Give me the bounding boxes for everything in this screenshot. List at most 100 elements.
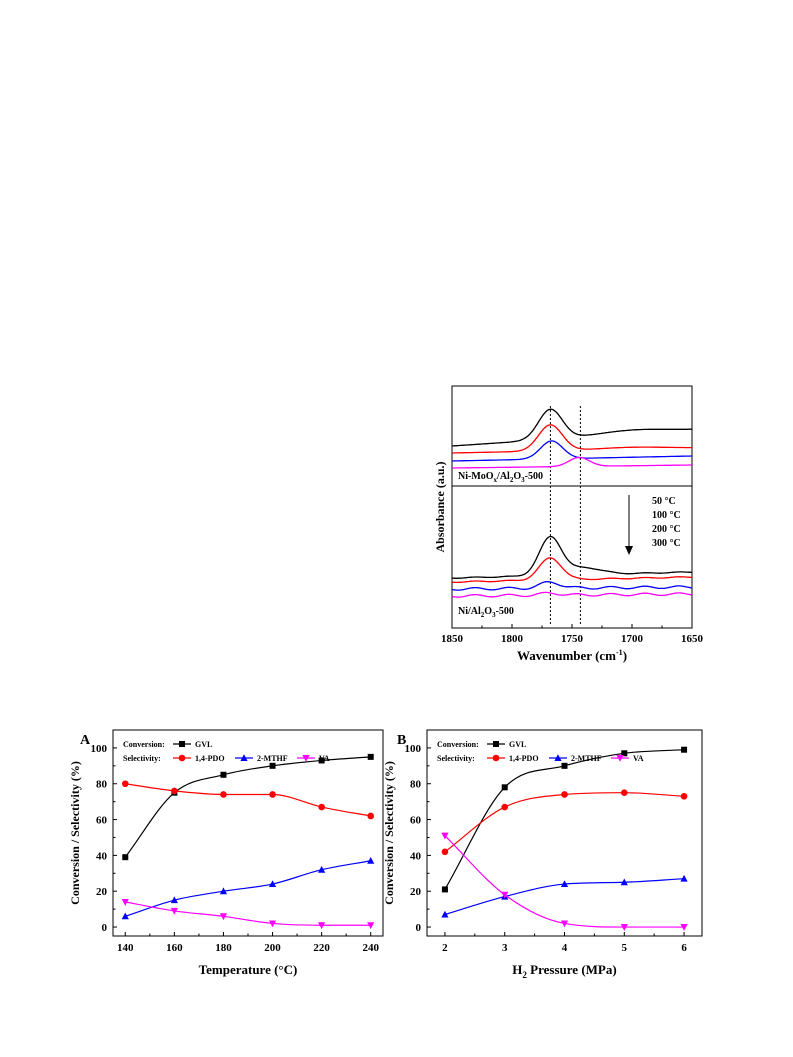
ftir-spectrum-lower-series (451, 591, 693, 598)
data-point-VA (219, 913, 228, 921)
data-point-VA (680, 924, 688, 931)
ftir-lower-panel-label: Ni/Al2O3-500 (458, 606, 514, 619)
series-line-2-MTHF (125, 860, 371, 917)
ftir-lower-label-sub: 2 (481, 611, 485, 619)
data-point-GVL (441, 886, 448, 893)
data-point-1,4-PDO (680, 792, 688, 800)
y-tick-label: 0 (102, 922, 108, 934)
data-point-2-MTHF (367, 856, 375, 864)
data-point-1,4-PDO (318, 803, 325, 811)
legend-marker-2-MTHF (240, 754, 248, 761)
x-tick-label: 200 (264, 942, 281, 954)
data-point-1,4-PDO (220, 791, 227, 798)
x-tick-label: 240 (362, 942, 379, 954)
ftir-x-axis-label-sup: -1 (616, 648, 623, 657)
x-tick-label: 5 (622, 942, 628, 954)
data-point-GVL (367, 753, 374, 760)
panel-A-chart: A 0 20 40 60 80 100 140 160 180 200 220 240 Temperatu… (68, 729, 384, 977)
ftir-upper-label-sub: 2 (510, 476, 514, 484)
legend-entry-1,4-PDO: 1,4-PDO (509, 754, 539, 763)
legend-conversion-label: Conversion: (437, 740, 479, 749)
x-tick-label: 140 (117, 942, 134, 954)
data-point-GVL (220, 771, 227, 778)
data-point-2-MTHF (170, 896, 178, 904)
legend-entry-2-MTHF: 2-MTHF (571, 754, 602, 763)
legend-entry-VA: VA (633, 754, 644, 763)
data-point-VA (170, 907, 178, 915)
series-line-GVL (444, 749, 685, 890)
ftir-lower-label-sub: 3 (492, 611, 496, 619)
panel-A-x-axis-label: Temperature (°C) (199, 962, 298, 977)
series-line-GVL (124, 756, 371, 858)
data-point-1,4-PDO (441, 848, 449, 856)
x-tick-label: 220 (313, 942, 330, 954)
data-point-2-MTHF (318, 865, 326, 873)
panel-A-y-axis-label: Conversion / Selectivity (%) (68, 761, 82, 905)
ftir-chart: 1850 1800 1750 1700 1650 Wavenumber (cm-1) Abs… (433, 385, 704, 663)
y-tick-label: 40 (410, 850, 422, 862)
y-tick-label: 100 (91, 743, 108, 755)
ftir-spectrum-lower-series (452, 535, 692, 579)
ftir-temperature-legend-entry: 50 °C (652, 496, 676, 507)
data-point-GVL (561, 762, 568, 769)
data-point-GVL (122, 854, 129, 861)
data-point-1,4-PDO (171, 787, 178, 795)
x-tick-label: 6 (681, 942, 687, 954)
ftir-x-tick-label: 1750 (561, 633, 584, 645)
data-point-VA (620, 924, 628, 931)
legend-entry-GVL: GVL (509, 740, 526, 749)
x-tick-label: 4 (562, 942, 568, 954)
x-tick-label: 160 (166, 942, 183, 954)
ftir-lower-label-part: O (484, 606, 492, 617)
ftir-upper-label-part: -500 (525, 471, 543, 482)
data-point-2-MTHF (441, 910, 449, 918)
data-point-2-MTHF (219, 887, 228, 895)
data-point-1,4-PDO (121, 780, 129, 788)
data-point-2-MTHF (268, 880, 277, 888)
ftir-upper-label-part: O (513, 471, 521, 482)
data-point-1,4-PDO (501, 803, 509, 811)
panel-B-letter: B (397, 733, 406, 748)
x-axis-label-part: H (512, 962, 522, 977)
ftir-spectrum-upper-series (452, 424, 692, 454)
legend-marker-VA (616, 755, 624, 762)
y-tick-label: 60 (96, 815, 108, 827)
ftir-lower-label-part: -500 (496, 606, 514, 617)
data-point-VA (501, 891, 509, 899)
data-point-1,4-PDO (269, 791, 276, 798)
data-point-2-MTHF (121, 912, 129, 920)
data-point-VA (268, 920, 277, 928)
x-axis-label-sub: 2 (522, 970, 527, 980)
legend-marker-VA (302, 755, 310, 762)
data-point-2-MTHF (620, 878, 628, 886)
panel-B-x-axis-label: H2 Pressure (MPa) (512, 962, 616, 980)
data-point-GVL (269, 762, 276, 769)
ftir-x-axis-label-close: ) (623, 648, 627, 663)
legend-marker-GVL (179, 741, 185, 747)
legend-marker-2-MTHF (554, 754, 562, 761)
x-tick-label: 180 (215, 942, 232, 954)
x-axis-label-part: Pressure (MPa) (527, 962, 617, 977)
y-tick-label: 20 (96, 886, 108, 898)
ftir-upper-label-part: Ni-MoO (458, 471, 494, 482)
y-tick-label: 20 (410, 886, 422, 898)
ftir-x-tick-label: 1850 (441, 633, 464, 645)
ftir-x-tick-label: 1800 (501, 633, 524, 645)
data-point-1,4-PDO (620, 789, 628, 796)
data-point-GVL (621, 750, 628, 757)
ftir-spectrum-lower-series (451, 557, 693, 584)
data-point-GVL (318, 757, 325, 764)
ftir-spectrum-upper-series (452, 456, 692, 469)
x-tick-label: 3 (502, 942, 508, 954)
ftir-spectrum-upper-series (452, 440, 692, 462)
data-point-VA (441, 832, 449, 840)
data-point-2-MTHF (560, 880, 569, 888)
data-point-VA (121, 898, 129, 906)
series-line-1,4-PDO (444, 792, 685, 853)
ftir-y-axis-label: Absorbance (a.u.) (433, 461, 447, 552)
series-line-VA (125, 901, 371, 926)
ftir-x-axis-label: Wavenumber (cm-1) (517, 648, 627, 663)
data-point-GVL (501, 784, 508, 791)
